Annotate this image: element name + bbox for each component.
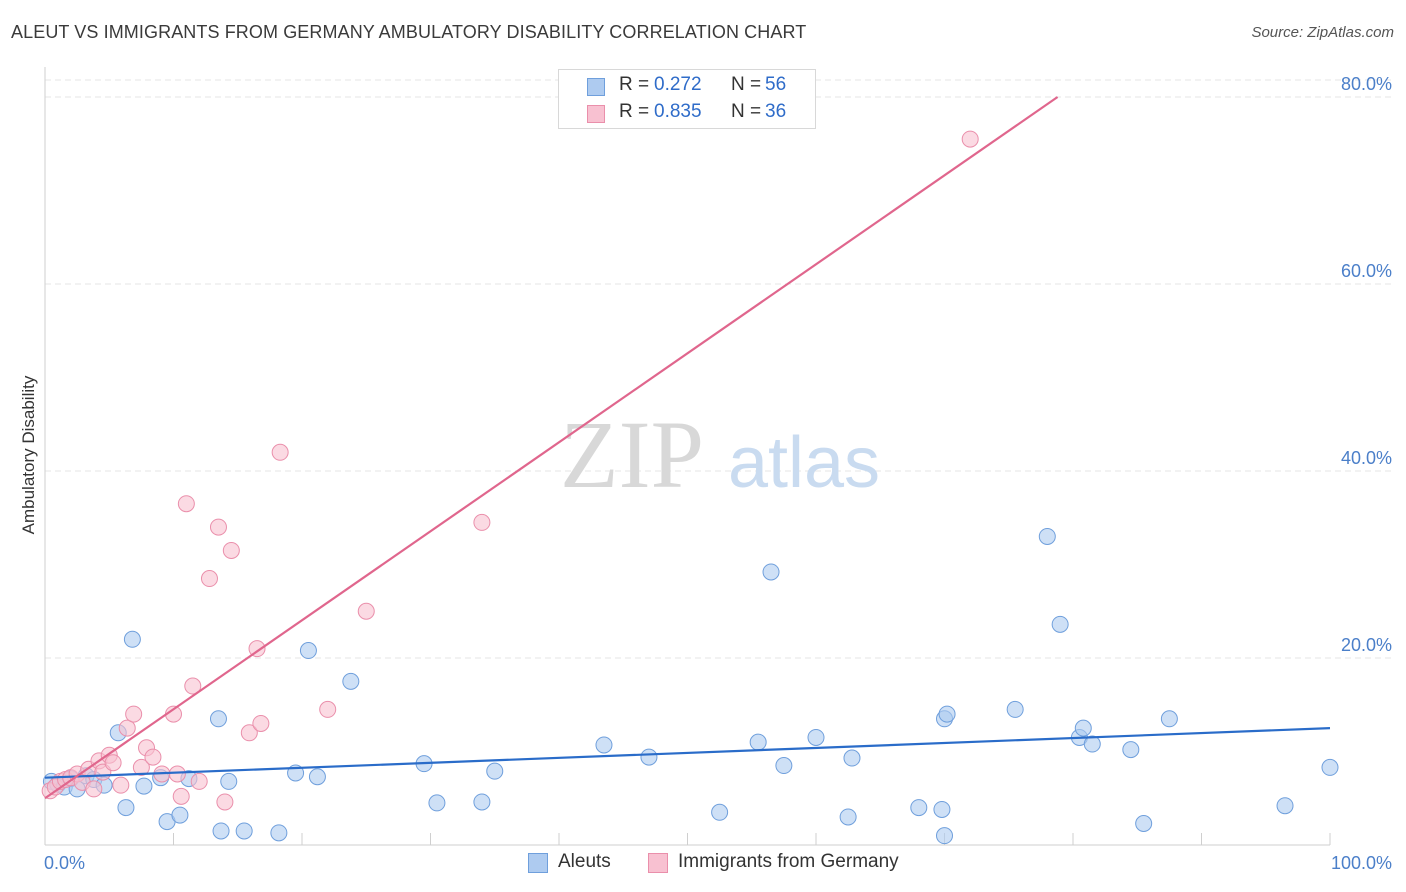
aleuts-point xyxy=(1006,700,1024,718)
y-tick-label: 60.0% xyxy=(1341,261,1392,281)
aleuts-point xyxy=(1038,527,1056,545)
germany-point xyxy=(125,705,143,723)
aleuts-point xyxy=(428,794,446,812)
aleuts-point xyxy=(711,803,729,821)
watermark: ZIP atlas xyxy=(560,401,880,508)
aleuts-point xyxy=(749,733,767,751)
n-label: N = xyxy=(731,101,762,122)
germany-point xyxy=(357,602,375,620)
aleuts-point xyxy=(486,762,504,780)
germany-point xyxy=(216,793,234,811)
germany-point xyxy=(200,570,218,588)
aleuts-point xyxy=(936,827,953,845)
axes xyxy=(44,67,1331,846)
aleuts-point xyxy=(762,563,780,581)
aleuts-point xyxy=(910,799,928,817)
y-tick-label: 40.0% xyxy=(1341,448,1392,468)
aleuts-point xyxy=(1321,758,1339,776)
chart-source: Source: ZipAtlas.com xyxy=(1251,24,1394,41)
aleuts-swatch xyxy=(587,78,605,96)
germany-point xyxy=(168,765,186,783)
aleuts-point xyxy=(117,799,135,817)
r-value: 0.272 xyxy=(654,74,702,95)
x-tick-label: 100.0% xyxy=(1331,853,1392,873)
y-tick-label: 80.0% xyxy=(1341,74,1392,94)
chart-title: ALEUT VS IMMIGRANTS FROM GERMANY AMBULAT… xyxy=(11,22,807,42)
germany-point xyxy=(222,541,240,559)
aleuts-point xyxy=(299,642,317,660)
aleuts-point xyxy=(270,824,288,842)
aleuts-point xyxy=(308,768,326,786)
aleuts-point xyxy=(1122,741,1140,759)
aleuts-point xyxy=(1074,719,1092,737)
aleuts-point xyxy=(342,672,360,690)
y-tick-label: 20.0% xyxy=(1341,635,1392,655)
aleuts-point xyxy=(235,822,253,840)
x-tick-label: 0.0% xyxy=(44,853,85,873)
tick-labels: 20.0% 40.0% 60.0% 80.0% 0.0% 100.0% xyxy=(44,74,1392,873)
aleuts-point xyxy=(938,705,956,723)
germany-point xyxy=(248,640,266,658)
aleuts-legend-swatch xyxy=(528,853,548,873)
watermark-zip: ZIP xyxy=(560,401,704,508)
n-label: N = xyxy=(731,74,762,95)
n-value: 36 xyxy=(765,101,787,122)
n-value: 56 xyxy=(765,74,787,95)
germany-point xyxy=(177,495,195,513)
legend-label-germany: Immigrants from Germany xyxy=(678,851,899,872)
aleuts-point xyxy=(1160,710,1178,728)
aleuts-point xyxy=(1276,797,1294,815)
germany-point xyxy=(961,130,979,148)
aleuts-point xyxy=(209,710,227,728)
aleuts-point xyxy=(843,749,861,767)
aleuts-point xyxy=(595,736,613,754)
aleuts-trend-line xyxy=(44,727,1331,779)
germany-trend-line xyxy=(44,96,1059,800)
r-value: 0.835 xyxy=(654,101,702,122)
aleuts-point xyxy=(807,728,825,746)
aleuts-point xyxy=(1135,814,1153,832)
germany-legend-swatch xyxy=(648,853,668,873)
germany-point xyxy=(473,513,491,531)
germany-point xyxy=(112,776,130,794)
germany-point xyxy=(144,748,162,766)
aleuts-point xyxy=(212,822,230,840)
stats-legend: R = 0.272 N = 56 R = 0.835 N = 36 xyxy=(558,69,816,129)
germany-point xyxy=(132,758,150,776)
germany-point xyxy=(209,518,227,536)
germany-point xyxy=(240,724,258,742)
grid xyxy=(45,79,1392,659)
aleuts-point xyxy=(1051,615,1069,633)
aleuts-point xyxy=(640,748,658,766)
y-axis-label: Ambulatory Disability xyxy=(19,375,38,534)
aleuts-point xyxy=(135,777,153,795)
germany-point xyxy=(190,772,208,790)
aleuts-point xyxy=(1083,735,1101,753)
aleuts-point xyxy=(839,808,857,826)
germany-point xyxy=(172,787,190,805)
aleuts-points xyxy=(42,527,1339,845)
aleuts-point xyxy=(933,800,951,818)
germany-point xyxy=(118,719,136,737)
r-label: R = xyxy=(619,74,650,95)
germany-point xyxy=(271,443,289,461)
germany-point xyxy=(85,780,103,798)
aleuts-point xyxy=(473,793,491,811)
legend-label-aleuts: Aleuts xyxy=(558,851,611,872)
trend-lines xyxy=(44,96,1331,800)
aleuts-point xyxy=(171,806,189,824)
germany-point xyxy=(184,677,202,695)
germany-point xyxy=(252,714,270,732)
aleuts-point xyxy=(775,757,793,775)
germany-point xyxy=(104,754,122,772)
germany-point xyxy=(319,700,337,718)
watermark-atlas: atlas xyxy=(728,423,880,503)
aleuts-point xyxy=(123,630,141,648)
germany-swatch xyxy=(587,105,605,123)
r-label: R = xyxy=(619,101,650,122)
germany-points xyxy=(41,130,979,811)
aleuts-point xyxy=(220,772,238,790)
